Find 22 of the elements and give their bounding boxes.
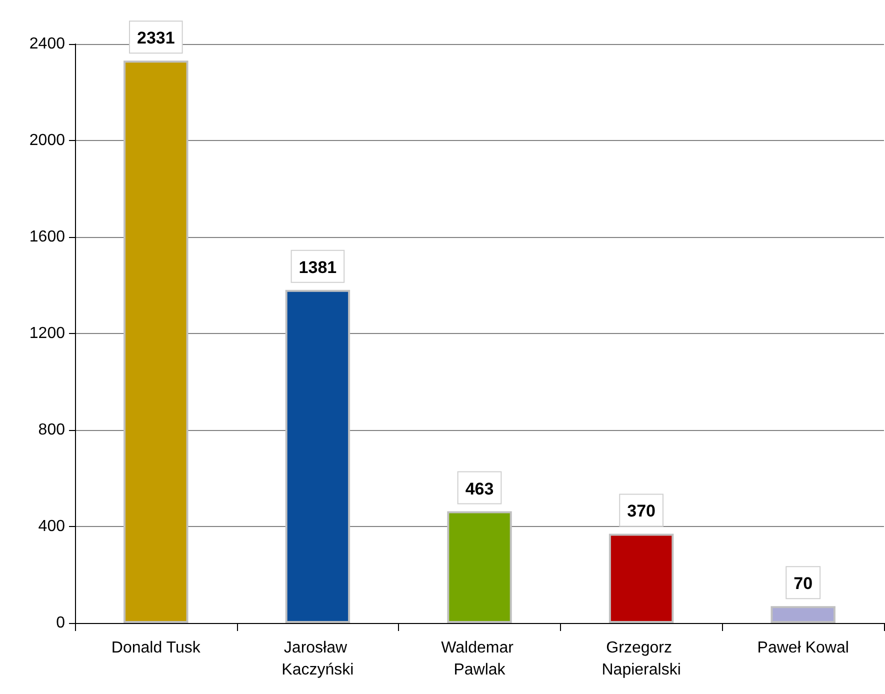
y-tick-label: 2400 bbox=[29, 36, 66, 52]
data-label: 370 bbox=[627, 502, 656, 521]
x-tick-label: Waldemar Pawlak bbox=[441, 640, 518, 678]
y-tick-label: 800 bbox=[38, 422, 66, 438]
y-tick-label: 1600 bbox=[29, 228, 66, 246]
y-tick-label: 1200 bbox=[29, 325, 66, 342]
bar bbox=[608, 534, 674, 623]
data-label: 70 bbox=[794, 574, 813, 594]
data-label: 2331 bbox=[136, 28, 175, 48]
x-tick-label: Jarosław Kaczyński bbox=[282, 640, 354, 678]
bar bbox=[285, 290, 350, 623]
bar bbox=[447, 511, 512, 623]
y-tick-label: 400 bbox=[38, 518, 66, 535]
x-tick-label: Grzegorz Napieralski bbox=[602, 640, 681, 678]
data-label: 463 bbox=[465, 479, 494, 498]
y-tick-label: 0 bbox=[56, 614, 66, 632]
y-tick-label: 2000 bbox=[29, 132, 66, 149]
x-tick-label: Paweł Kowal bbox=[757, 640, 849, 656]
bar bbox=[770, 606, 836, 623]
bar bbox=[124, 60, 188, 623]
data-label: 1381 bbox=[298, 258, 337, 277]
x-tick-label: Donald Tusk bbox=[111, 640, 202, 656]
